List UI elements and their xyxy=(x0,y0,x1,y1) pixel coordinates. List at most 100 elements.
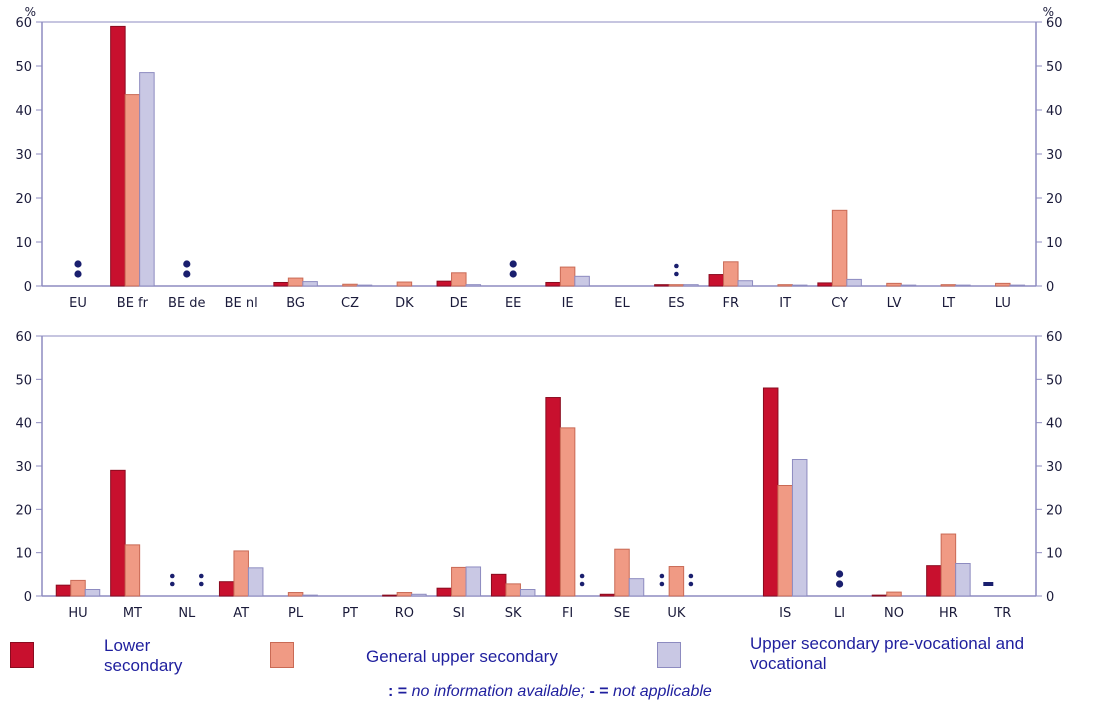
footnote: : = no information available; - = not ap… xyxy=(388,683,712,701)
category-label-ro: RO xyxy=(395,606,414,621)
bar-ro-s0 xyxy=(382,594,398,597)
bar-bg-s1 xyxy=(287,277,304,287)
bar-no-s0 xyxy=(871,594,888,597)
y-tick-label-left-1-50: 50 xyxy=(15,373,32,388)
legend-swatch-vocational xyxy=(657,642,681,668)
category-label-ie: IE xyxy=(562,296,574,311)
category-label-lu: LU xyxy=(995,296,1011,311)
marker-be-de-1-dot-high xyxy=(183,260,191,268)
y-tick-label-right-1-0: 0 xyxy=(1046,590,1054,605)
marker-uk-4-dot-high xyxy=(688,573,694,579)
y-tick-label-left-1-60: 60 xyxy=(15,330,32,345)
marker-fi-2-dot-low xyxy=(579,581,585,587)
legend-label-vocational: Upper secondary pre-vocational and vocat… xyxy=(750,634,1025,673)
bar-fi-s1 xyxy=(559,427,576,597)
bar-es-s1 xyxy=(668,284,685,287)
bar-lu-s2 xyxy=(1009,284,1026,287)
category-label-fi: FI xyxy=(562,606,573,621)
bar-es-s0 xyxy=(654,284,670,287)
marker-li-5-dot-low xyxy=(836,580,844,588)
y-tick-label-right-0-10: 10 xyxy=(1046,236,1063,251)
y-tick-label-right-0-30: 30 xyxy=(1046,148,1063,163)
marker-eu-0-dot-low xyxy=(74,270,82,278)
bar-mt-s1 xyxy=(124,544,141,597)
bar-lt-s1 xyxy=(940,284,957,287)
category-label-be-nl: BE nl xyxy=(225,296,258,311)
category-label-cz: CZ xyxy=(341,296,359,311)
bar-hu-s2 xyxy=(84,589,101,597)
bar-it-s1 xyxy=(777,284,793,287)
category-label-eu: EU xyxy=(69,296,87,311)
footnote-colon: : xyxy=(388,683,394,700)
marker-nl-1-dot-low xyxy=(199,581,204,587)
bar-si-s2 xyxy=(465,566,482,597)
y-tick-label-right-0-0: 0 xyxy=(1046,280,1054,295)
bar-lu-s1 xyxy=(995,282,1011,287)
legend-swatch-general xyxy=(270,642,294,668)
category-label-cy: CY xyxy=(831,296,848,311)
bar-at-s0 xyxy=(218,581,235,597)
category-label-at: AT xyxy=(233,606,249,621)
y-tick-label-left-0-0: 0 xyxy=(24,280,32,295)
bar-at-s2 xyxy=(247,567,264,597)
marker-uk-3-dot-low xyxy=(659,581,665,587)
bar-hr-s1 xyxy=(940,533,957,597)
category-label-hr: HR xyxy=(939,606,958,621)
bar-fr-s2 xyxy=(737,280,754,287)
footnote-notapp-text: not applicable xyxy=(613,683,712,700)
y-tick-label-left-1-40: 40 xyxy=(15,417,32,432)
bar-bg-s0 xyxy=(273,281,289,287)
y-tick-label-left-0-60: 60 xyxy=(15,16,32,31)
y-tick-label-left-0-30: 30 xyxy=(15,148,32,163)
bar-cy-s0 xyxy=(817,282,833,287)
bar-uk-s1 xyxy=(668,566,685,597)
footnote-na-text: no information available; xyxy=(411,683,586,700)
bar-bg-s2 xyxy=(302,281,318,287)
marker-tr-6-dash xyxy=(983,582,994,586)
chart-area: 0 0 10 10 20 20 30 30 40 40 50 50 60 60% % EU BE fr BE de… xyxy=(15,5,1063,621)
bar-sk-s0 xyxy=(490,573,507,597)
bar-cz-s2 xyxy=(356,284,373,287)
bar-es-s2 xyxy=(683,284,699,287)
bar-ie-s1 xyxy=(559,266,576,287)
legend-label-general: General upper secondary xyxy=(366,647,558,666)
bar-ro-s2 xyxy=(411,593,427,597)
y-tick-label-left-1-0: 0 xyxy=(24,590,32,605)
bar-se-s1 xyxy=(614,548,630,597)
bar-si-s1 xyxy=(451,566,467,597)
marker-ee-2-dot-low xyxy=(509,270,517,278)
category-label-no: NO xyxy=(884,606,904,621)
bar-fr-s1 xyxy=(723,261,739,287)
bar-sk-s1 xyxy=(505,583,521,597)
y-tick-label-right-1-20: 20 xyxy=(1046,503,1063,518)
category-label-be-fr: BE fr xyxy=(117,296,149,311)
bar-hu-s1 xyxy=(70,579,86,597)
marker-nl-0-dot-high xyxy=(170,573,175,579)
bar-sk-s2 xyxy=(519,589,536,597)
y-tick-label-right-0-60: 60 xyxy=(1046,16,1063,31)
marker-nl-1-dot-high xyxy=(199,573,204,579)
marker-fi-2-dot-high xyxy=(579,573,585,579)
y-tick-label-left-0-20: 20 xyxy=(15,192,32,207)
bar-be-fr-s1 xyxy=(124,94,141,287)
category-label-si: SI xyxy=(453,606,465,621)
bar-se-s0 xyxy=(599,593,616,597)
category-label-se: SE xyxy=(614,606,630,621)
category-label-mt: MT xyxy=(123,606,142,621)
bar-it-s2 xyxy=(791,284,808,287)
y-unit-label-right: % xyxy=(1043,5,1054,19)
footnote-eq1: = xyxy=(397,683,408,700)
y-tick-label-left-1-30: 30 xyxy=(15,460,32,475)
bar-is-s2 xyxy=(791,459,808,597)
category-label-dk: DK xyxy=(395,296,414,311)
bar-is-s1 xyxy=(777,485,793,597)
y-tick-label-left-1-10: 10 xyxy=(15,547,32,562)
category-label-fr: FR xyxy=(723,296,740,311)
y-unit-label-left: % xyxy=(25,5,36,19)
marker-eu-0-dot-high xyxy=(74,260,82,268)
category-label-uk: UK xyxy=(667,606,686,621)
y-tick-label-left-0-10: 10 xyxy=(15,236,32,251)
bar-cy-s2 xyxy=(846,278,862,287)
category-label-nl: NL xyxy=(178,606,196,621)
bar-pl-s2 xyxy=(302,594,318,597)
